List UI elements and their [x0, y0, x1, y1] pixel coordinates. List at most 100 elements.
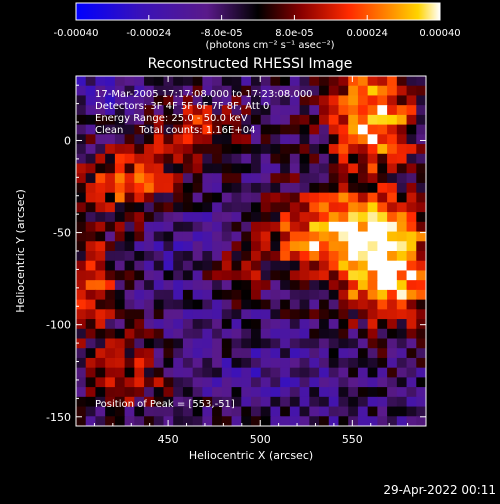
heatmap-cell — [299, 251, 310, 262]
heatmap-cell — [251, 241, 262, 252]
colorbar-tick-label: -0.00040 — [54, 28, 99, 39]
heatmap-cell — [309, 212, 320, 223]
heatmap-cell — [406, 357, 417, 369]
heatmap-cell — [270, 202, 281, 213]
heatmap-cell — [367, 338, 378, 349]
heatmap-cell — [367, 289, 378, 301]
heatmap-cell — [192, 85, 203, 97]
heatmap-cell — [202, 173, 213, 184]
heatmap-cell — [221, 338, 233, 349]
heatmap-cell — [182, 192, 194, 203]
heatmap-cell — [251, 212, 262, 223]
heatmap-cell — [231, 241, 242, 252]
heatmap-cell — [163, 95, 174, 106]
heatmap-cell — [153, 144, 165, 155]
heatmap-cell — [173, 328, 184, 340]
heatmap-cell — [221, 406, 233, 417]
heatmap-cell — [241, 396, 252, 408]
heatmap-cell — [396, 173, 408, 184]
heatmap-cell — [387, 280, 398, 291]
heatmap-cell — [377, 76, 388, 87]
heatmap-cell — [289, 212, 301, 223]
heatmap-cell — [357, 328, 369, 340]
heatmap-cell — [377, 396, 388, 408]
heatmap-cell — [134, 182, 145, 194]
heatmap-cell — [416, 76, 426, 87]
heatmap-cell — [192, 231, 203, 242]
heatmap-cell — [134, 357, 145, 369]
heatmap-cell — [387, 182, 398, 194]
heatmap-cell — [202, 387, 213, 398]
heatmap-cell — [416, 105, 426, 116]
heatmap-cell — [153, 280, 165, 291]
heatmap-cell — [387, 338, 398, 349]
heatmap-cell — [387, 251, 398, 262]
heatmap-cell — [221, 396, 233, 408]
heatmap-cell — [134, 105, 145, 116]
heatmap-cell — [328, 163, 340, 174]
heatmap-cell — [251, 153, 262, 165]
heatmap-cell — [212, 260, 223, 272]
heatmap-cell — [163, 406, 174, 417]
heatmap-cell — [85, 367, 97, 378]
heatmap-cell — [338, 241, 349, 252]
heatmap-cell — [114, 319, 126, 330]
heatmap-cell — [328, 241, 340, 252]
heatmap-cell — [338, 221, 349, 233]
heatmap-cell — [260, 134, 272, 145]
heatmap-cell — [328, 114, 340, 126]
heatmap-cell — [144, 95, 155, 106]
colorbar-unit-label: (photons cm⁻² s⁻¹ asec⁻²) — [205, 40, 334, 51]
heatmap-cell — [251, 309, 262, 320]
heatmap-cell — [406, 270, 417, 281]
heatmap-cell — [76, 144, 87, 155]
heatmap-cell — [76, 173, 87, 184]
heatmap-cell — [134, 328, 145, 340]
heatmap-cell — [105, 95, 116, 106]
heatmap-cell — [163, 85, 174, 97]
heatmap-cell — [309, 105, 320, 116]
heatmap-cell — [270, 270, 281, 281]
heatmap-cell — [338, 85, 349, 97]
heatmap-cell — [192, 105, 203, 116]
heatmap-cell — [406, 319, 417, 330]
heatmap-cell — [406, 367, 417, 378]
heatmap-cell — [105, 406, 116, 417]
heatmap-cell — [105, 85, 116, 97]
heatmap-cell — [85, 299, 97, 310]
heatmap-cell — [367, 319, 378, 330]
heatmap-cell — [144, 85, 155, 97]
heatmap-cell — [202, 144, 213, 155]
heatmap-cell — [348, 348, 359, 359]
heatmap-cell — [212, 153, 223, 165]
heatmap-cell — [85, 260, 97, 272]
heatmap-cell — [251, 416, 262, 426]
heatmap-cell — [163, 328, 174, 340]
heatmap-cell — [367, 348, 378, 359]
heatmap-cell — [105, 182, 116, 194]
heatmap-cell — [396, 212, 408, 223]
heatmap-cell — [319, 251, 330, 262]
heatmap-cell — [260, 328, 272, 340]
heatmap-cell — [357, 251, 369, 262]
heatmap-cell — [114, 114, 126, 126]
heatmap-cell — [396, 299, 408, 310]
heatmap-cell — [260, 396, 272, 408]
heatmap-cell — [328, 212, 340, 223]
heatmap-cell — [153, 367, 165, 378]
heatmap-cell — [76, 212, 87, 223]
heatmap-cell — [357, 367, 369, 378]
heatmap-cell — [260, 367, 272, 378]
heatmap-cell — [202, 182, 213, 194]
heatmap-cell — [134, 153, 145, 165]
heatmap-cell — [357, 406, 369, 417]
heatmap-cell — [406, 377, 417, 388]
heatmap-cell — [319, 338, 330, 349]
heatmap-cell — [309, 416, 320, 426]
heatmap-cell — [85, 309, 97, 320]
heatmap-cell — [182, 377, 194, 388]
heatmap-cell — [348, 406, 359, 417]
heatmap-cell — [153, 95, 165, 106]
heatmap-cell — [231, 309, 242, 320]
heatmap-cell — [163, 348, 174, 359]
